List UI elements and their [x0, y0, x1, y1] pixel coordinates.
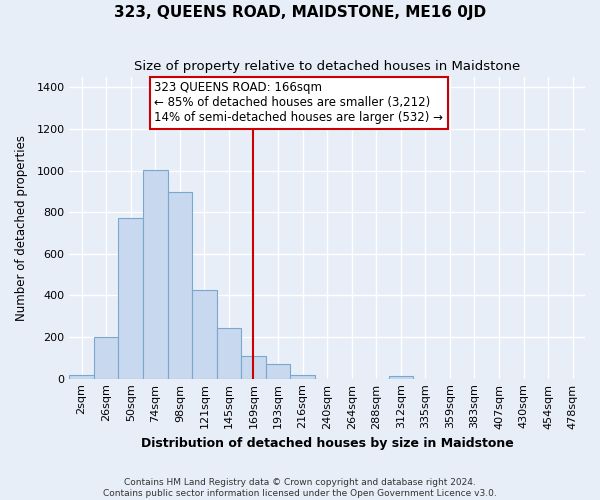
Bar: [192, 290, 217, 378]
Bar: [389, 376, 413, 378]
Bar: [241, 356, 266, 378]
Bar: [143, 170, 167, 378]
Bar: [167, 192, 192, 378]
Text: 323 QUEENS ROAD: 166sqm
← 85% of detached houses are smaller (3,212)
14% of semi: 323 QUEENS ROAD: 166sqm ← 85% of detache…: [154, 82, 443, 124]
Bar: [266, 364, 290, 378]
Y-axis label: Number of detached properties: Number of detached properties: [15, 135, 28, 321]
Bar: [70, 374, 94, 378]
Text: Contains HM Land Registry data © Crown copyright and database right 2024.
Contai: Contains HM Land Registry data © Crown c…: [103, 478, 497, 498]
Bar: [290, 374, 315, 378]
X-axis label: Distribution of detached houses by size in Maidstone: Distribution of detached houses by size …: [141, 437, 514, 450]
Bar: [94, 337, 118, 378]
Text: 323, QUEENS ROAD, MAIDSTONE, ME16 0JD: 323, QUEENS ROAD, MAIDSTONE, ME16 0JD: [114, 5, 486, 20]
Bar: [217, 328, 241, 378]
Bar: [118, 218, 143, 378]
Title: Size of property relative to detached houses in Maidstone: Size of property relative to detached ho…: [134, 60, 520, 73]
